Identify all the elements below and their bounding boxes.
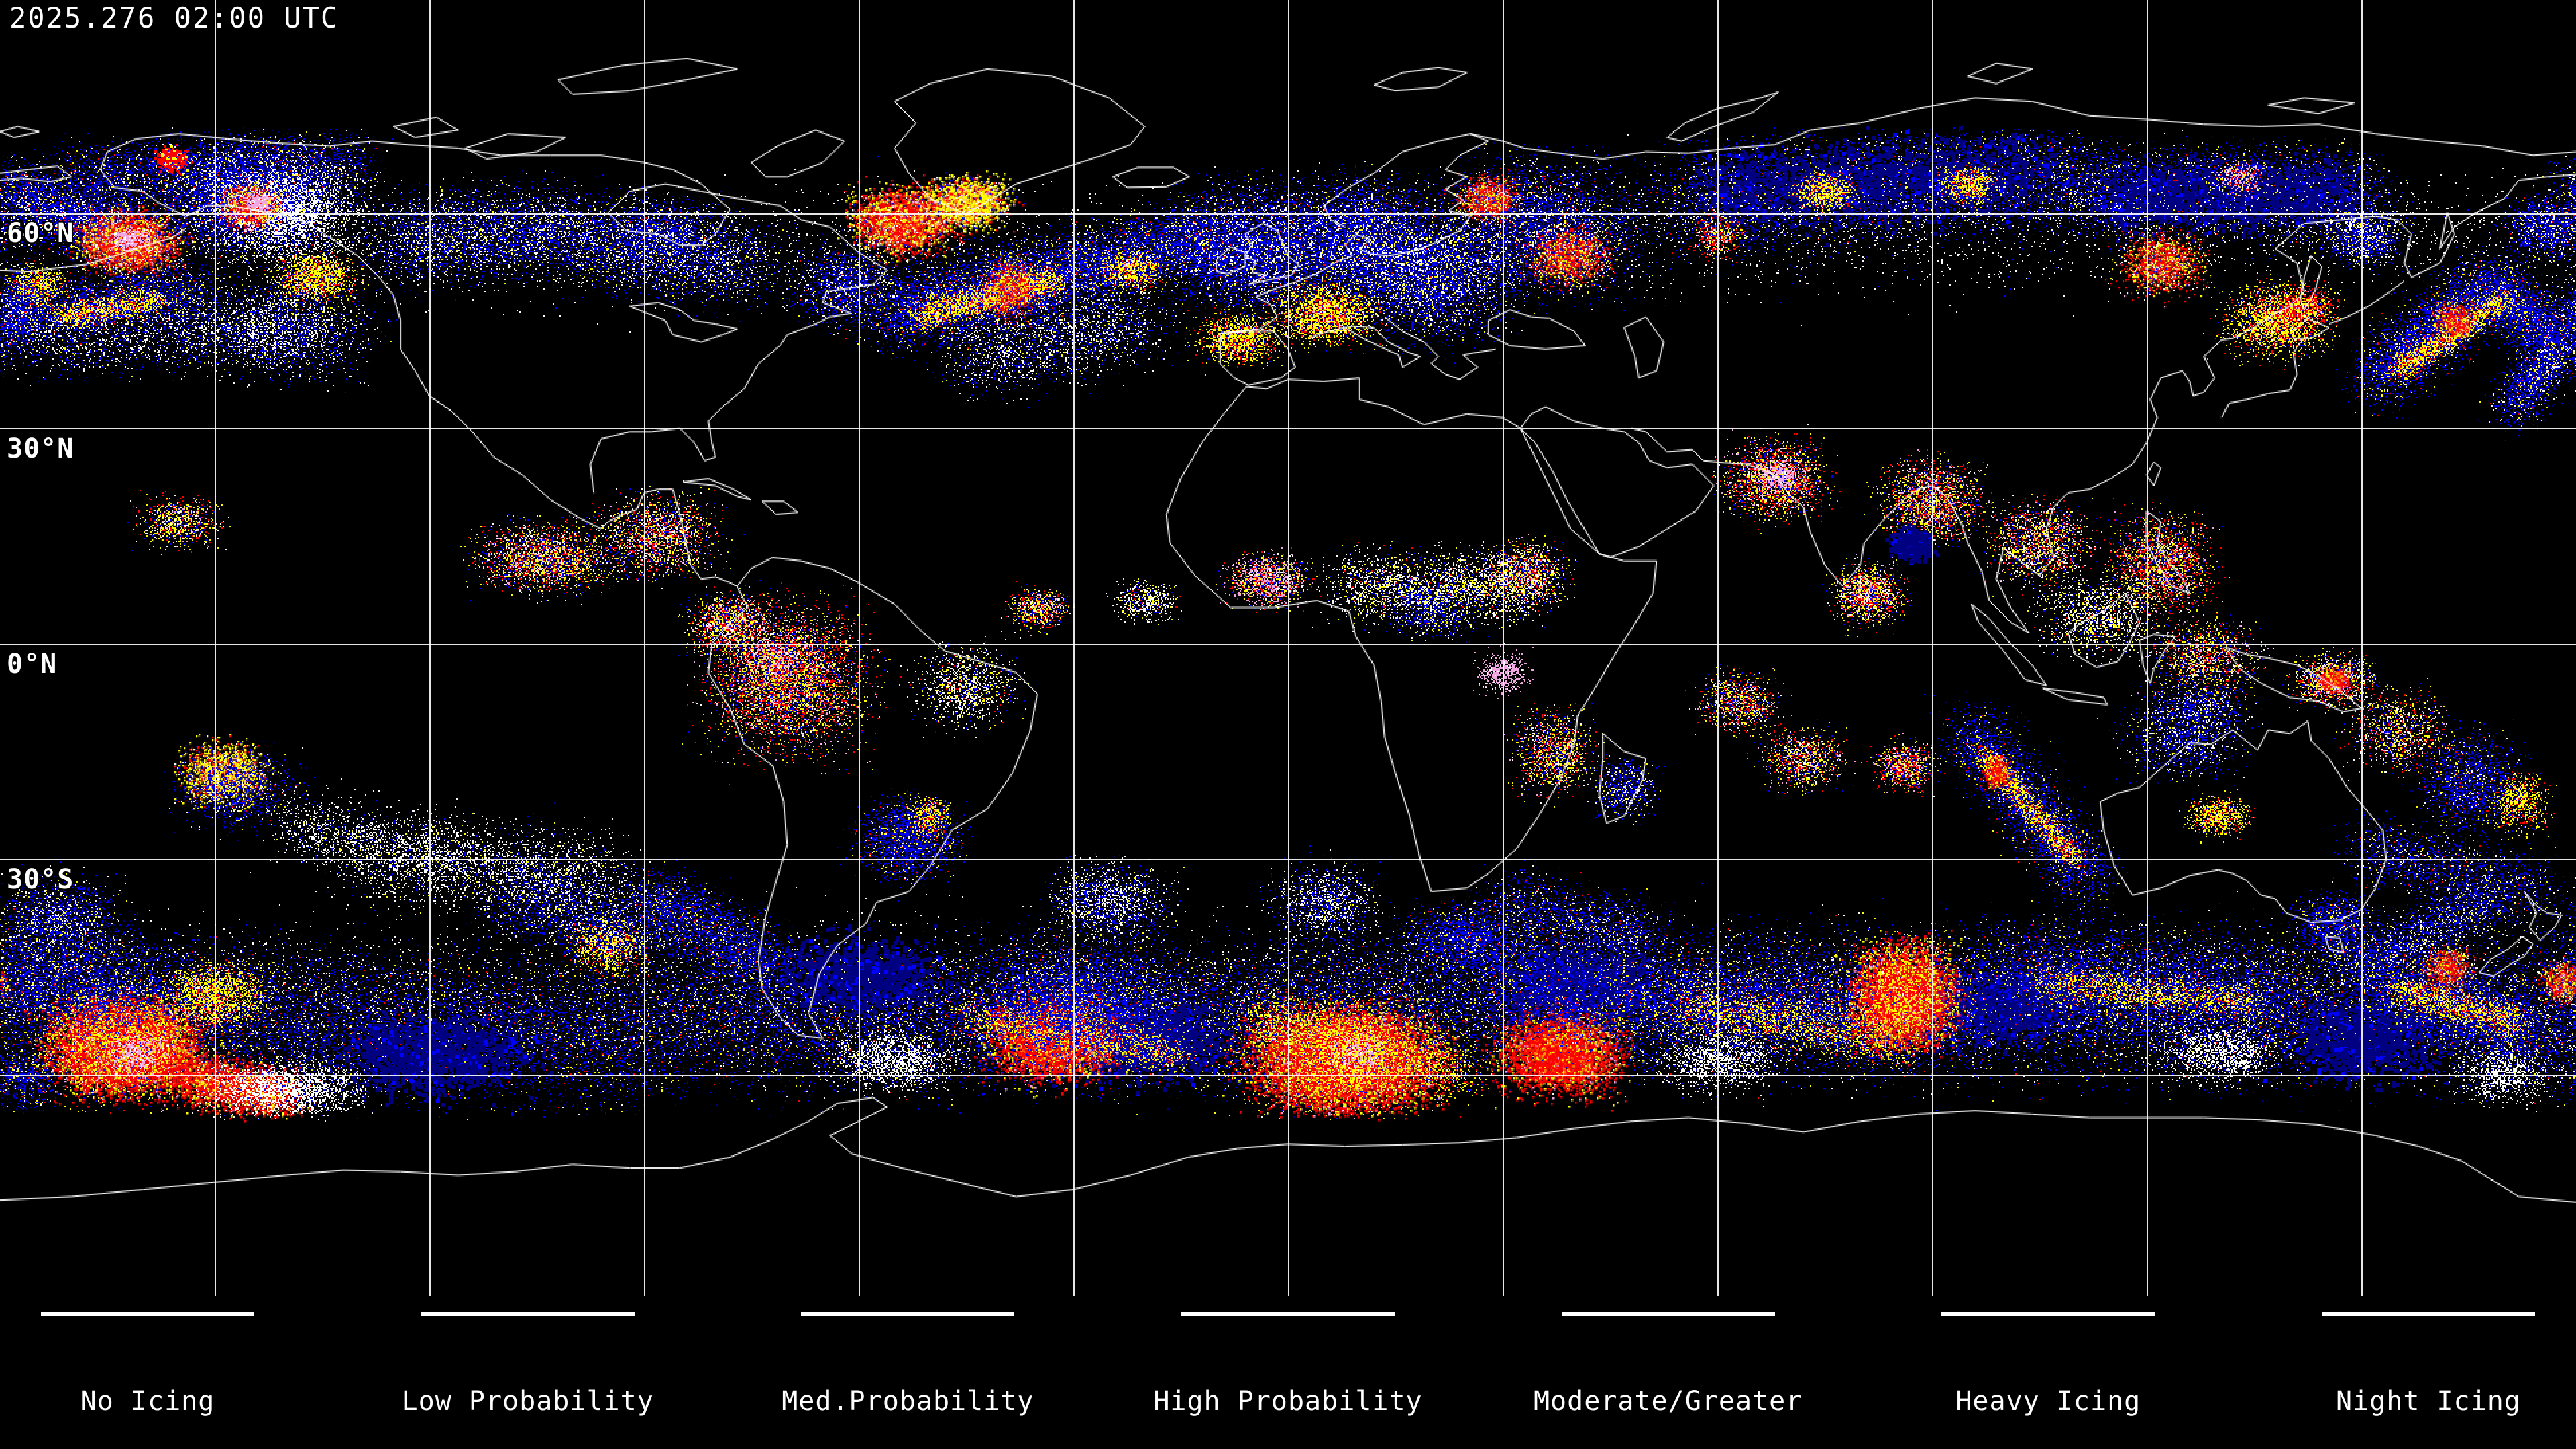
legend-label: Moderate/Greater Icing Likely <box>1534 1324 1803 1449</box>
legend-label-line1: No Icing <box>80 1386 215 1417</box>
lat-label-30n: 30°N <box>7 433 74 464</box>
legend-label: No Icing Retrieval <box>72 1324 223 1449</box>
legend-swatch-med-prob <box>801 1312 1015 1316</box>
lat-label-60n: 60°N <box>7 218 74 249</box>
lat-label-30s: 30°S <box>7 864 74 895</box>
legend-label: Low Probability of Light Icing <box>402 1324 654 1449</box>
legend-item-low-prob: Low Probability of Light Icing <box>402 1296 653 1449</box>
world-map-canvas <box>0 0 2576 1296</box>
lat-label-60s: 60°S <box>7 1078 74 1109</box>
legend-item-med-prob: Med.Probability of Light Icing <box>782 1296 1033 1449</box>
legend-swatch-night-icing <box>2321 1312 2535 1316</box>
legend-swatch-moderate-greater <box>1561 1312 1775 1316</box>
legend-label-line1: Moderate/Greater <box>1533 1386 1803 1417</box>
legend-label-line1: Low Probability <box>401 1386 654 1417</box>
legend-item-night-icing: Night Icing <box>2321 1296 2535 1449</box>
legend-item-no-icing: No Icing Retrieval <box>41 1296 254 1449</box>
legend-bar: No Icing Retrieval Low Probability of Li… <box>0 1296 2576 1449</box>
legend-label: Heavy Icing <box>1955 1324 2141 1449</box>
legend-label-line1: Med.Probability <box>782 1386 1034 1417</box>
legend-label: High Probability of Light Icing <box>1153 1324 1422 1449</box>
legend-item-heavy-icing: Heavy Icing <box>1941 1296 2155 1449</box>
legend-item-high-prob: High Probability of Light Icing <box>1153 1296 1422 1449</box>
legend-label-line1: Heavy Icing <box>1955 1386 2141 1417</box>
legend-item-moderate-greater: Moderate/Greater Icing Likely <box>1534 1296 1802 1449</box>
legend-swatch-low-prob <box>421 1312 635 1316</box>
legend-label: Night Icing <box>2336 1324 2521 1449</box>
lat-label-0n: 0°N <box>7 649 58 680</box>
legend-swatch-high-prob <box>1181 1312 1395 1316</box>
legend-swatch-heavy-icing <box>1941 1312 2155 1316</box>
legend-label-line1: High Probability <box>1153 1386 1423 1417</box>
timestamp-label: 2025.276 02:00 UTC <box>9 1 339 34</box>
legend-swatch-no-icing <box>41 1312 254 1316</box>
legend-label-line1: Night Icing <box>2335 1386 2521 1417</box>
legend-label: Med.Probability of Light Icing <box>782 1324 1034 1449</box>
